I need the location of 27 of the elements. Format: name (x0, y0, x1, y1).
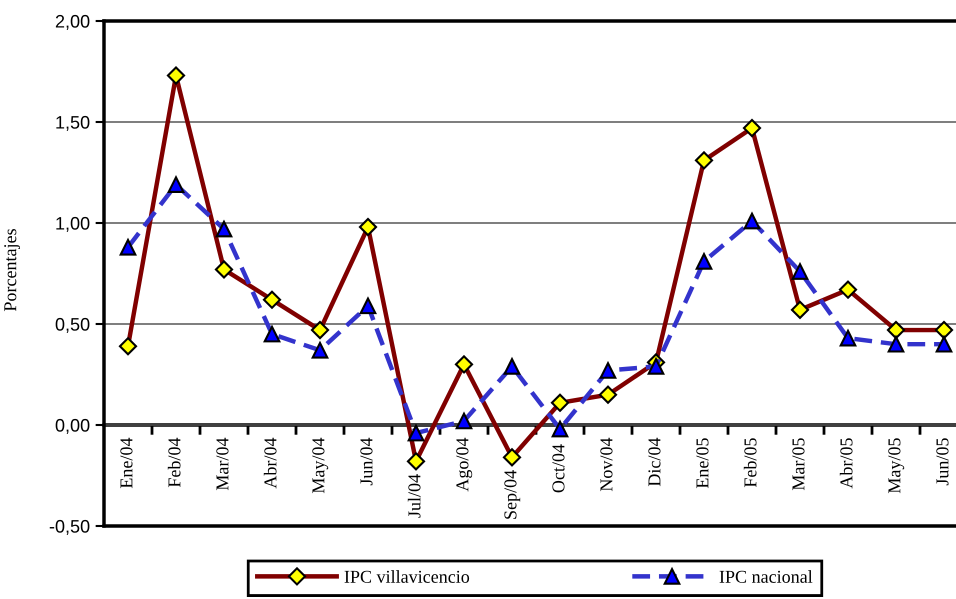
x-tick-label: Jun/04 (360, 438, 373, 486)
legend-label: IPC nacional (720, 570, 812, 583)
y-axis-title: Porcentajes (4, 229, 20, 312)
x-tick-label: May/05 (888, 438, 904, 494)
y-tick-label: -0,50 (50, 520, 90, 535)
y-tick-label: 1,50 (56, 116, 90, 131)
x-tick-label: Jul/04 (408, 474, 421, 518)
x-tick-label: Ene/04 (120, 438, 133, 488)
x-tick-label: Jun/05 (936, 438, 949, 486)
x-tick-label: Mar/04 (216, 438, 229, 490)
y-tick-label: 2,00 (56, 14, 90, 30)
legend-label: IPC villavicencio (344, 570, 470, 583)
x-tick-label: May/04 (312, 438, 328, 494)
x-tick-label: Feb/04 (168, 438, 181, 488)
x-tick-label: Abr/04 (264, 438, 277, 488)
x-tick-label: Nov/04 (600, 438, 613, 492)
y-tick-label: 0,00 (56, 418, 90, 434)
x-tick-label: Mar/05 (792, 438, 805, 490)
x-tick-label: Ago/04 (456, 438, 472, 492)
y-tick-label: 1,00 (56, 216, 90, 232)
x-tick-label: Sep/04 (504, 470, 520, 519)
y-tick-label: 0,50 (56, 318, 90, 333)
x-tick-label: Oct/04 (552, 444, 565, 492)
x-tick-label: Abr/05 (840, 438, 853, 488)
x-tick-label: Feb/05 (744, 438, 757, 488)
x-tick-label: Ene/05 (696, 438, 709, 488)
x-tick-label: Dic/04 (648, 438, 661, 486)
